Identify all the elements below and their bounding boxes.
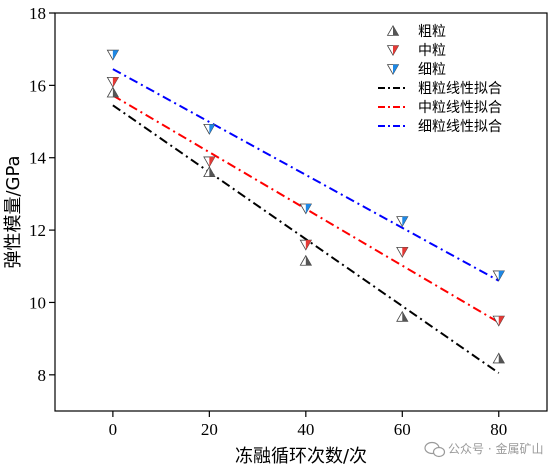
y-tick-label: 18 <box>29 4 46 23</box>
data-point-fill <box>209 156 215 167</box>
legend-label: 粗粒线性拟合 <box>418 81 502 97</box>
legend-label: 中粒线性拟合 <box>418 100 502 116</box>
data-point-fill <box>402 247 408 258</box>
data-point-fill <box>112 50 119 60</box>
y-tick-label: 16 <box>29 76 46 95</box>
data-point-fill <box>305 255 312 266</box>
data-point <box>396 310 409 322</box>
data-point <box>299 203 313 215</box>
legend-marker-swatch <box>386 24 400 36</box>
data-point <box>492 270 505 282</box>
data-point-fill <box>498 353 505 363</box>
plot-frame <box>54 12 548 412</box>
data-point-fill <box>305 240 312 250</box>
x-tick-label: 60 <box>394 420 411 439</box>
data-point <box>106 76 120 88</box>
data-point <box>106 86 120 98</box>
y-tick-label: 14 <box>29 149 47 168</box>
data-point-fill <box>402 311 408 322</box>
legend-marker-swatch <box>386 64 400 76</box>
legend-label: 粗粒 <box>418 24 446 40</box>
data-point <box>299 239 313 251</box>
data-point-fill <box>402 216 408 227</box>
data-point-fill <box>112 77 119 87</box>
data-point-fill <box>305 203 312 214</box>
x-tick-label: 40 <box>297 420 314 439</box>
data-point <box>203 123 216 135</box>
data-point-fill <box>112 87 119 97</box>
data-point <box>492 315 505 327</box>
ticks: 0 20 40 60 80 8 10 12 14 16 18 <box>29 4 507 439</box>
data-point <box>299 254 313 266</box>
legend-label: 细粒线性拟合 <box>418 119 502 135</box>
data-point-fill <box>498 270 505 281</box>
legend-marker-swatch <box>386 45 400 57</box>
legend-marker-swatch-fill <box>393 64 399 75</box>
fit-line <box>112 104 500 374</box>
x-tick-label: 80 <box>490 420 507 439</box>
x-tick-label: 20 <box>201 420 218 439</box>
data-point-fill <box>209 124 215 135</box>
legend-marker-swatch-fill <box>393 45 399 56</box>
y-tick-label: 10 <box>29 293 46 312</box>
y-axis-title: 弹性模量/GPa <box>3 155 24 268</box>
watermark: 公众号 · 金属矿山 <box>424 441 543 458</box>
legend-label: 细粒 <box>418 62 446 78</box>
points <box>106 49 505 364</box>
y-tick-label: 12 <box>29 221 46 240</box>
legend-label: 中粒 <box>418 43 446 59</box>
x-axis-title: 冻融循环次数/次 <box>235 446 367 467</box>
data-point <box>396 246 409 258</box>
data-point <box>396 216 409 228</box>
data-point-fill <box>498 316 505 326</box>
data-point-fill <box>209 166 215 177</box>
wechat-icon <box>424 441 446 458</box>
data-point <box>106 49 120 61</box>
watermark-text: 公众号 · 金属矿山 <box>448 441 543 456</box>
data-point <box>203 166 216 178</box>
data-point <box>203 156 216 168</box>
data-point <box>492 352 505 364</box>
legend-marker-swatch-fill <box>393 25 399 36</box>
fit-line <box>112 68 500 282</box>
y-tick-label: 8 <box>38 366 47 385</box>
x-tick-label: 0 <box>109 420 118 439</box>
